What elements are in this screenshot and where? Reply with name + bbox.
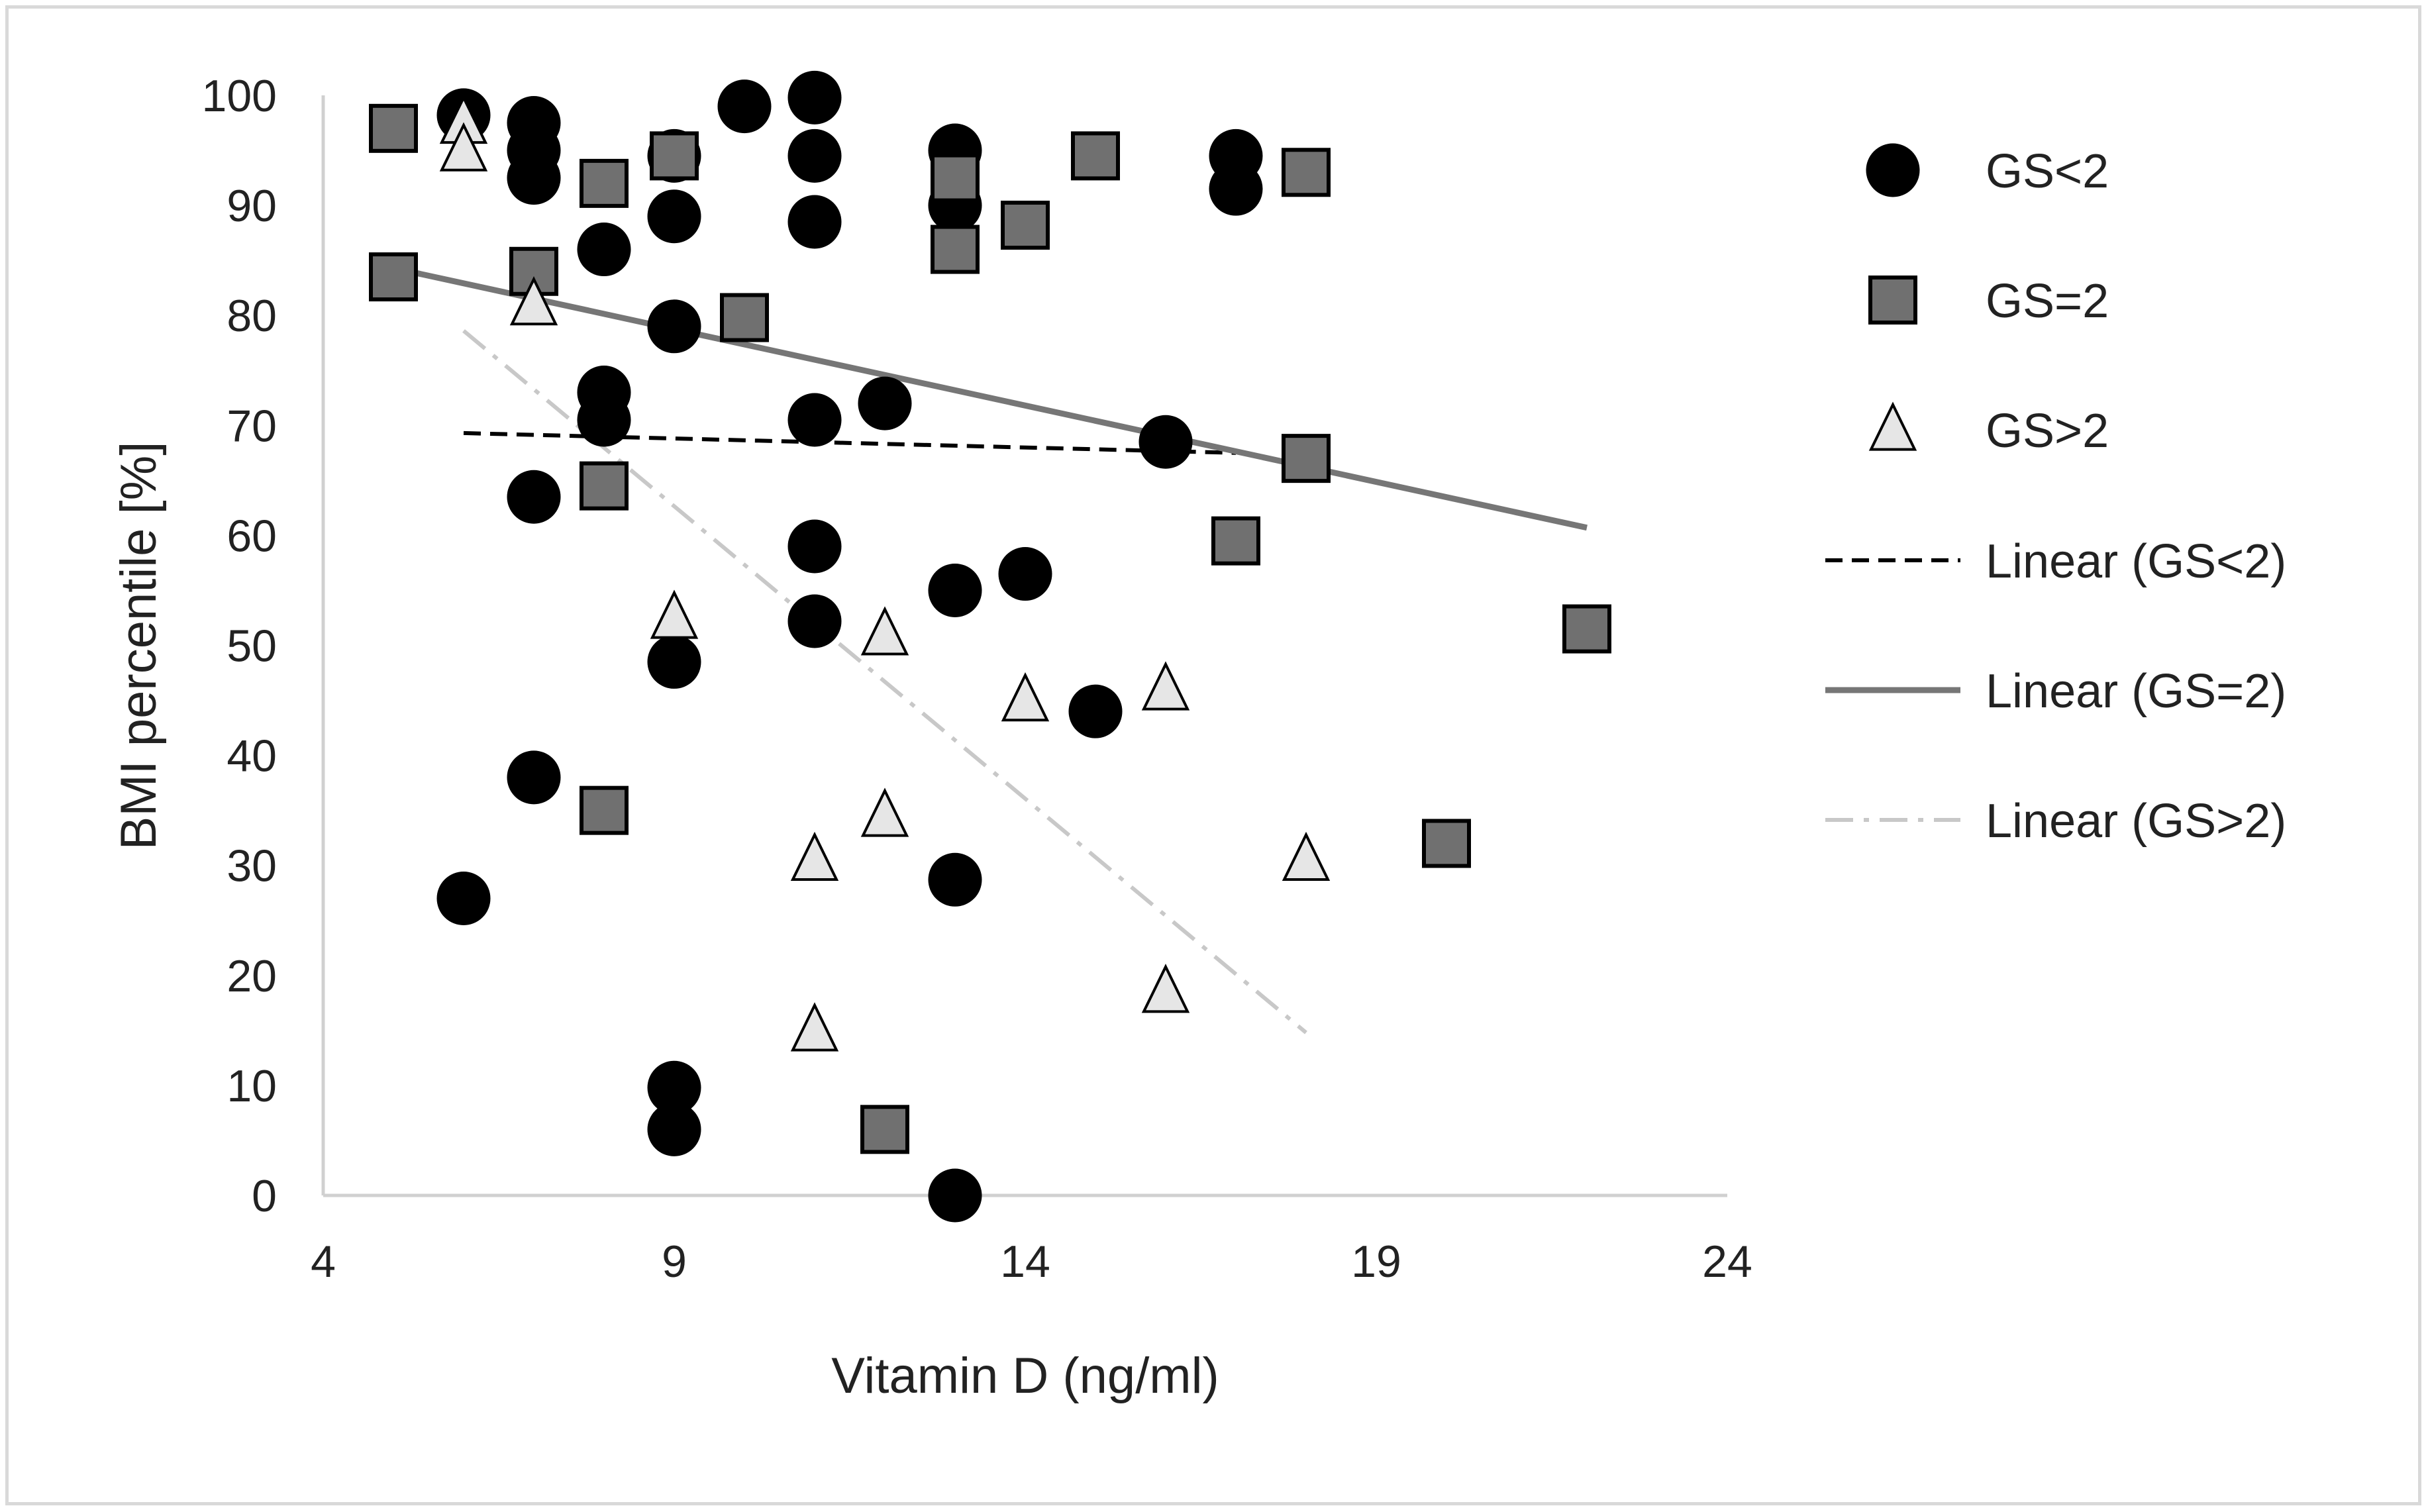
y-tick-label: 40 — [227, 731, 277, 781]
x-tick-label: 9 — [662, 1236, 687, 1287]
scatter-chart: 0 10 20 30 40 50 60 70 80 90 100 4 9 14 19 24 Vitamin D… — [111, 70, 2286, 1404]
y-tick-label: 10 — [227, 1061, 277, 1111]
y-axis-title: BMI percentile [%] — [111, 442, 167, 850]
point-square — [580, 785, 629, 835]
point-triangle — [650, 589, 699, 639]
point-square — [931, 225, 980, 274]
y-tick-label: 80 — [227, 291, 277, 341]
y-tick-label: 60 — [227, 511, 277, 561]
point-circle — [1068, 684, 1123, 738]
point-square — [1001, 200, 1050, 250]
y-tick-label: 70 — [227, 401, 277, 451]
y-tick-label: 100 — [202, 71, 277, 121]
point-triangle — [439, 122, 488, 172]
point-triangle — [790, 1002, 839, 1052]
legend-label: GS>2 — [1986, 405, 2109, 458]
point-circle — [436, 872, 491, 926]
point-square — [931, 153, 980, 203]
y-tick-label: 50 — [227, 621, 277, 672]
point-square — [1562, 604, 1611, 654]
trendlines — [393, 265, 1588, 1034]
point-triangle — [860, 606, 909, 656]
point-circle — [507, 470, 561, 524]
point-square — [369, 103, 418, 153]
legend-marker-circle — [1866, 143, 1920, 197]
y-tick-label: 0 — [252, 1171, 277, 1221]
point-triangle — [509, 276, 558, 326]
point-circle — [787, 393, 842, 447]
chart-frame: 0 10 20 30 40 50 60 70 80 90 100 4 9 14 19 24 Vitamin D… — [5, 5, 2421, 1505]
point-square — [1071, 131, 1120, 181]
data-markers — [369, 70, 1611, 1223]
point-circle — [717, 79, 772, 134]
point-circle — [507, 750, 561, 805]
point-square — [720, 293, 769, 342]
legend-label: Linear (GS>2) — [1986, 795, 2286, 848]
legend-label: GS<2 — [1986, 145, 2109, 198]
y-tick-label: 30 — [227, 841, 277, 891]
x-tick-label: 24 — [1702, 1236, 1752, 1287]
point-circle — [647, 299, 701, 354]
point-circle — [647, 1102, 701, 1156]
point-square — [1282, 148, 1331, 197]
point-circle — [928, 1168, 982, 1223]
legend-marker-square — [1868, 276, 1917, 325]
legend-label: Linear (GS<2) — [1986, 535, 2286, 588]
point-circle — [1209, 162, 1263, 216]
legend-label: Linear (GS=2) — [1986, 665, 2286, 718]
point-triangle — [860, 787, 909, 837]
point-circle — [577, 223, 631, 277]
point-circle — [787, 519, 842, 574]
point-circle — [787, 195, 842, 249]
trendline-gs-lt-2 — [463, 430, 1237, 455]
trendline-gs-gt-2 — [462, 329, 1307, 1034]
point-square — [369, 252, 418, 302]
point-circle — [647, 634, 701, 689]
tick-labels: 0 10 20 30 40 50 60 70 80 90 100 4 9 14 19 24 — [202, 71, 1752, 1287]
point-circle — [928, 563, 982, 617]
point-triangle — [1141, 661, 1190, 711]
point-circle — [577, 393, 631, 447]
point-circle — [928, 852, 982, 907]
point-circle — [787, 594, 842, 648]
x-tick-label: 4 — [311, 1236, 336, 1287]
point-circle — [1138, 415, 1193, 469]
point-triangle — [1001, 672, 1050, 722]
point-circle — [787, 128, 842, 183]
x-axis-title: Vitamin D (ng/ml) — [831, 1348, 1219, 1404]
axes — [321, 95, 1727, 1197]
point-square — [580, 158, 629, 208]
y-tick-label: 90 — [227, 181, 277, 231]
point-circle — [858, 376, 912, 430]
point-triangle — [790, 831, 839, 882]
trendline-gs-eq-2 — [393, 265, 1588, 531]
point-circle — [647, 189, 701, 244]
point-circle — [507, 151, 561, 205]
point-square — [1282, 434, 1331, 483]
point-square — [1211, 516, 1260, 566]
point-triangle — [1282, 831, 1331, 882]
point-square — [860, 1105, 909, 1154]
point-square — [650, 131, 699, 181]
legend-marker-triangle — [1868, 401, 1917, 451]
point-circle — [998, 547, 1052, 601]
x-tick-label: 14 — [1000, 1236, 1050, 1287]
point-square — [580, 461, 629, 511]
point-square — [1422, 819, 1471, 868]
point-circle — [787, 70, 842, 125]
x-tick-label: 19 — [1351, 1236, 1401, 1287]
y-tick-label: 20 — [227, 951, 277, 1001]
legend-label: GS=2 — [1986, 275, 2109, 328]
point-triangle — [1141, 964, 1190, 1013]
legend: GS<2 GS=2 GS>2 Linear (GS<2) Linear (GS=2) Li… — [1825, 143, 2286, 848]
